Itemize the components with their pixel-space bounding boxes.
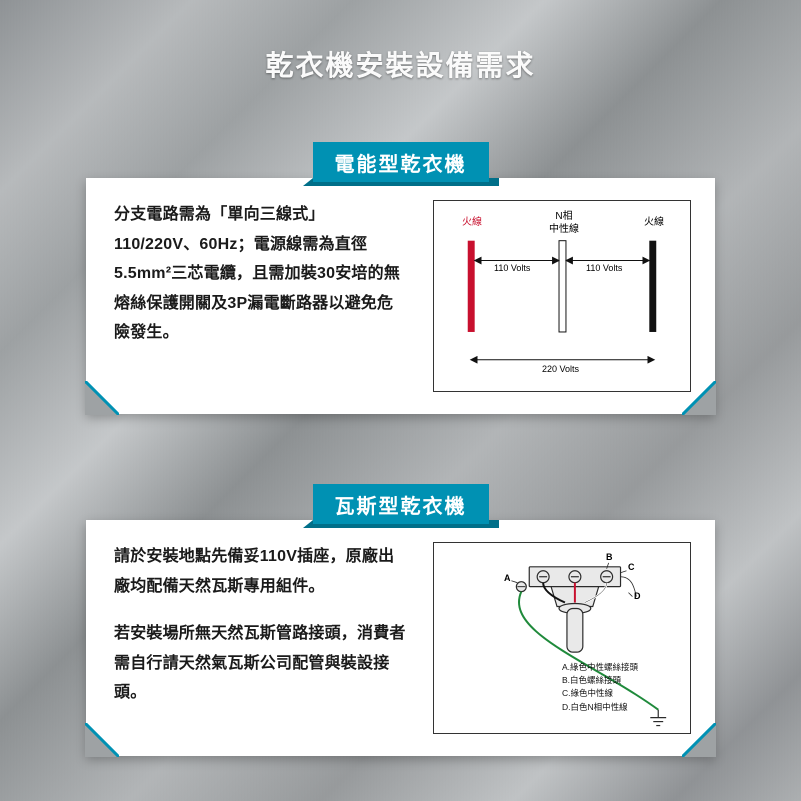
gas-desc-p1: 請於安裝地點先備妥110V插座，原廠出廠均配備天然瓦斯專用組件。 — [114, 542, 407, 601]
corner-cut-left-icon — [85, 381, 119, 415]
gas-description: 請於安裝地點先備妥110V插座，原廠出廠均配備天然瓦斯專用組件。 若安裝場所無天… — [114, 542, 407, 734]
fig1-label-right: 火線 — [640, 217, 668, 230]
card-gas: 瓦斯型乾衣機 請於安裝地點先備妥110V插座，原廠出廠均配備天然瓦斯專用組件。 … — [86, 484, 715, 756]
card-electric: 電能型乾衣機 分支電路需為「單向三線式」110/220V、60Hz；電源線需為直… — [86, 142, 715, 414]
tab-electric: 電能型乾衣機 — [303, 142, 499, 182]
fig2-letter-b: B — [606, 552, 613, 562]
fig1-220v: 220 Volts — [542, 364, 579, 374]
electric-description: 分支電路需為「單向三線式」110/220V、60Hz；電源線需為直徑5.5mm²… — [114, 200, 407, 392]
electric-desc-text: 分支電路需為「單向三線式」110/220V、60Hz；電源線需為直徑5.5mm²… — [114, 200, 407, 348]
fig1-label-center: N相 中性線 — [542, 211, 586, 236]
tab-label-electric: 電能型乾衣機 — [335, 148, 467, 177]
fig2-legend-d: D.白色N相中性線 — [562, 701, 638, 714]
gas-desc-p2: 若安裝場所無天然瓦斯管路接頭，消費者需自行請天然氣瓦斯公司配管與裝設接頭。 — [114, 619, 407, 708]
fig2-letter-a: A — [504, 573, 511, 583]
corner-cut-left-icon — [85, 723, 119, 757]
fig1-110v-right: 110 Volts — [586, 263, 622, 273]
tab-label-gas: 瓦斯型乾衣機 — [335, 490, 467, 519]
corner-cut-right-icon — [682, 723, 716, 757]
page-title: 乾衣機安裝設備需求 — [0, 0, 801, 84]
fig2-legend-a: A.綠色中性螺絲接頭 — [562, 661, 638, 674]
fig2-letter-d: D — [634, 591, 641, 601]
electric-wiring-figure: 火線 N相 中性線 火線 110 Volts 110 Volts 220 Vol… — [433, 200, 691, 392]
panel-gas: 請於安裝地點先備妥110V插座，原廠出廠均配備天然瓦斯專用組件。 若安裝場所無天… — [86, 520, 715, 756]
gas-wiring-figure: A B C D A.綠色中性螺絲接頭 B.白色螺絲接頭 C.綠色中性線 — [433, 542, 691, 734]
fig2-legend: A.綠色中性螺絲接頭 B.白色螺絲接頭 C.綠色中性線 D.白色N相中性線 — [562, 661, 638, 714]
fig1-label-left: 火線 — [458, 217, 486, 230]
tab-gas: 瓦斯型乾衣機 — [303, 484, 499, 524]
fig2-letter-c: C — [628, 562, 635, 572]
panel-electric: 分支電路需為「單向三線式」110/220V、60Hz；電源線需為直徑5.5mm²… — [86, 178, 715, 414]
page-root: 乾衣機安裝設備需求 電能型乾衣機 — [0, 0, 801, 801]
fig2-legend-c: C.綠色中性線 — [562, 687, 638, 700]
corner-cut-right-icon — [682, 381, 716, 415]
fig2-legend-b: B.白色螺絲接頭 — [562, 674, 638, 687]
fig1-110v-left: 110 Volts — [494, 263, 530, 273]
